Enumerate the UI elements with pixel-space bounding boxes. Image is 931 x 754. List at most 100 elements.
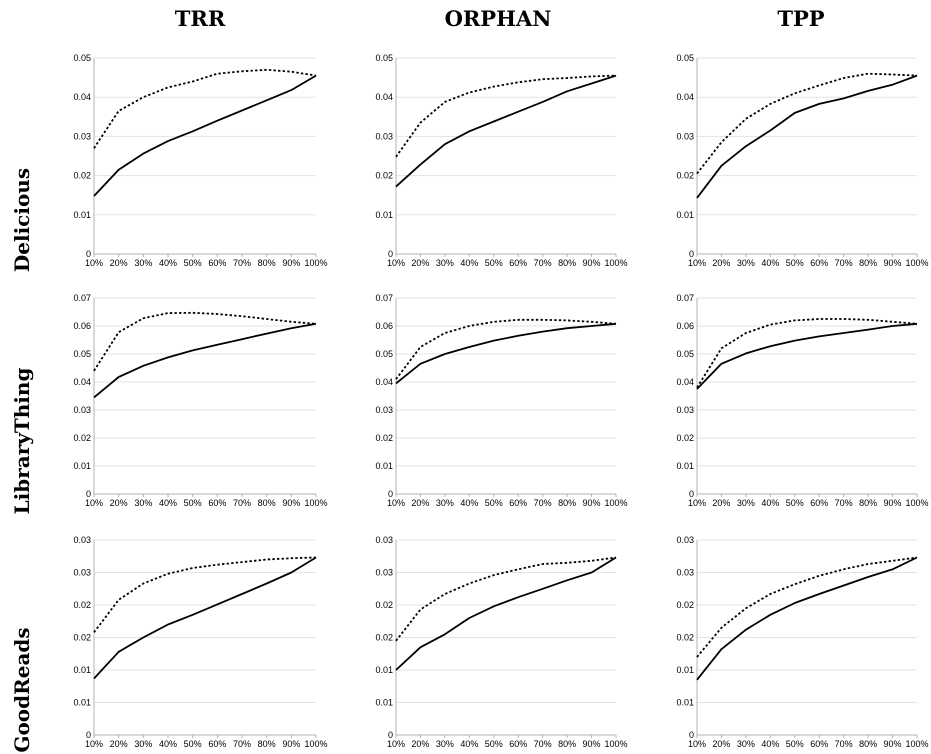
y-tick-label-delicious-orphan-4: 0.04 xyxy=(375,92,393,102)
x-tick-label-librarything-trr-6: 70% xyxy=(233,498,251,508)
x-tick-label-goodreads-trr-5: 60% xyxy=(208,739,226,749)
x-tick-label-goodreads-tpp-9: 100% xyxy=(905,739,928,749)
x-tick-label-goodreads-orphan-7: 80% xyxy=(558,739,576,749)
y-tick-label-delicious-tpp-5: 0.05 xyxy=(676,53,694,63)
y-tick-label-goodreads-orphan-6: 0.03 xyxy=(375,535,393,545)
series-line-librarything-trr-solid xyxy=(93,322,317,399)
y-tick-label-goodreads-trr-4: 0.02 xyxy=(73,600,91,610)
y-tick-label-librarything-tpp-2: 0.02 xyxy=(676,433,694,443)
x-tick-label-delicious-trr-0: 10% xyxy=(85,258,103,268)
y-tick-label-goodreads-orphan-1: 0.01 xyxy=(375,698,393,708)
x-tick-label-librarything-tpp-8: 90% xyxy=(884,498,902,508)
x-tick-label-delicious-tpp-3: 40% xyxy=(761,258,779,268)
series-line-goodreads-orphan-dotted xyxy=(395,556,617,642)
y-tick-label-goodreads-orphan-3: 0.02 xyxy=(375,633,393,643)
series-line-librarything-orphan-dotted xyxy=(395,318,617,380)
x-tick-label-delicious-orphan-1: 20% xyxy=(411,258,429,268)
x-tick-label-delicious-tpp-4: 50% xyxy=(786,258,804,268)
x-tick-label-delicious-tpp-0: 10% xyxy=(688,258,706,268)
y-tick-label-delicious-tpp-3: 0.03 xyxy=(676,131,694,141)
x-tick-label-librarything-orphan-1: 20% xyxy=(411,498,429,508)
x-tick-label-goodreads-trr-3: 40% xyxy=(159,739,177,749)
y-tick-label-librarything-orphan-4: 0.04 xyxy=(375,377,393,387)
column-title-orphan: ORPHAN xyxy=(445,6,552,31)
chart-panel-delicious-trr: 0 0.01 0.02 0.03 0.04 0.05 10% 20% 30% 40% 50% 60% 7… xyxy=(73,53,327,268)
y-tick-label-librarything-tpp-7: 0.07 xyxy=(676,293,694,303)
x-tick-label-goodreads-orphan-2: 30% xyxy=(436,739,454,749)
chart-panel-goodreads-tpp: 0 0.01 0.01 0.02 0.02 0.03 0.03 10% 20% 30% 40% 50%… xyxy=(676,535,928,749)
y-tick-label-goodreads-trr-1: 0.01 xyxy=(73,698,91,708)
x-tick-label-delicious-orphan-8: 90% xyxy=(583,258,601,268)
x-tick-label-delicious-orphan-7: 80% xyxy=(558,258,576,268)
x-tick-label-goodreads-trr-0: 10% xyxy=(85,739,103,749)
y-tick-label-goodreads-trr-0: 0 xyxy=(86,730,91,740)
chart-panel-goodreads-trr: 0 0.01 0.01 0.02 0.02 0.03 0.03 10% 20% 30% 40% 50%… xyxy=(73,535,327,749)
y-tick-label-goodreads-tpp-5: 0.03 xyxy=(676,568,694,578)
chart-panel-delicious-tpp: 0 0.01 0.02 0.03 0.04 0.05 10% 20% 30% 40% 50% 60% 7… xyxy=(676,53,928,268)
x-tick-label-delicious-orphan-9: 100% xyxy=(604,258,627,268)
x-tick-label-librarything-tpp-1: 20% xyxy=(712,498,730,508)
y-tick-label-goodreads-trr-3: 0.02 xyxy=(73,633,91,643)
x-tick-label-delicious-trr-7: 80% xyxy=(258,258,276,268)
x-tick-label-delicious-trr-5: 60% xyxy=(208,258,226,268)
x-tick-label-librarything-trr-3: 40% xyxy=(159,498,177,508)
series-line-goodreads-orphan-solid xyxy=(395,556,617,671)
series-line-delicious-trr-dotted xyxy=(93,68,317,149)
y-tick-label-goodreads-tpp-6: 0.03 xyxy=(676,535,694,545)
y-tick-label-librarything-orphan-7: 0.07 xyxy=(375,293,393,303)
x-tick-label-librarything-trr-7: 80% xyxy=(258,498,276,508)
x-tick-label-librarything-orphan-7: 80% xyxy=(558,498,576,508)
x-tick-label-librarything-trr-4: 50% xyxy=(184,498,202,508)
x-tick-label-librarything-tpp-3: 40% xyxy=(761,498,779,508)
chart-panel-librarything-orphan: 0 0.01 0.02 0.03 0.04 0.05 0.06 0.07 10% 20% 30% 40… xyxy=(375,293,627,508)
y-tick-label-goodreads-orphan-4: 0.02 xyxy=(375,600,393,610)
x-tick-label-delicious-trr-1: 20% xyxy=(110,258,128,268)
x-tick-label-delicious-tpp-9: 100% xyxy=(905,258,928,268)
y-tick-label-delicious-tpp-2: 0.02 xyxy=(676,171,694,181)
x-tick-label-delicious-orphan-6: 70% xyxy=(534,258,552,268)
x-tick-label-delicious-tpp-7: 80% xyxy=(859,258,877,268)
y-tick-label-delicious-trr-5: 0.05 xyxy=(73,53,91,63)
x-tick-label-goodreads-orphan-5: 60% xyxy=(509,739,527,749)
x-tick-label-goodreads-orphan-9: 100% xyxy=(604,739,627,749)
x-tick-label-librarything-orphan-9: 100% xyxy=(604,498,627,508)
x-tick-label-goodreads-trr-2: 30% xyxy=(134,739,152,749)
y-tick-label-goodreads-orphan-0: 0 xyxy=(388,730,393,740)
y-tick-label-goodreads-tpp-1: 0.01 xyxy=(676,698,694,708)
x-tick-label-delicious-trr-2: 30% xyxy=(134,258,152,268)
x-tick-label-delicious-orphan-5: 60% xyxy=(509,258,527,268)
row-title-delicious: Delicious xyxy=(10,168,34,272)
x-tick-label-librarything-tpp-2: 30% xyxy=(737,498,755,508)
x-tick-label-librarything-orphan-8: 90% xyxy=(583,498,601,508)
x-tick-label-delicious-tpp-2: 30% xyxy=(737,258,755,268)
y-tick-label-delicious-orphan-5: 0.05 xyxy=(375,53,393,63)
column-title-tpp: TPP xyxy=(777,6,824,31)
y-tick-label-librarything-trr-5: 0.05 xyxy=(73,349,91,359)
y-tick-label-librarything-trr-4: 0.04 xyxy=(73,377,91,387)
x-tick-label-delicious-trr-6: 70% xyxy=(233,258,251,268)
x-tick-label-goodreads-tpp-3: 40% xyxy=(761,739,779,749)
x-tick-label-librarything-tpp-4: 50% xyxy=(786,498,804,508)
y-tick-label-librarything-orphan-3: 0.03 xyxy=(375,405,393,415)
series-line-goodreads-tpp-solid xyxy=(696,556,918,681)
y-tick-label-goodreads-orphan-2: 0.01 xyxy=(375,665,393,675)
x-tick-label-librarything-tpp-6: 70% xyxy=(835,498,853,508)
series-line-librarything-tpp-dotted xyxy=(696,318,918,389)
x-tick-label-librarything-tpp-7: 80% xyxy=(859,498,877,508)
x-tick-label-delicious-trr-3: 40% xyxy=(159,258,177,268)
x-tick-label-goodreads-tpp-8: 90% xyxy=(884,739,902,749)
x-tick-label-delicious-trr-4: 50% xyxy=(184,258,202,268)
x-tick-label-delicious-tpp-8: 90% xyxy=(884,258,902,268)
y-tick-label-delicious-trr-4: 0.04 xyxy=(73,92,91,102)
series-line-delicious-tpp-dotted xyxy=(696,72,918,175)
x-tick-label-goodreads-orphan-4: 50% xyxy=(485,739,503,749)
x-tick-label-librarything-orphan-4: 50% xyxy=(485,498,503,508)
x-tick-label-goodreads-trr-6: 70% xyxy=(233,739,251,749)
y-tick-label-librarything-trr-3: 0.03 xyxy=(73,405,91,415)
x-tick-label-goodreads-tpp-0: 10% xyxy=(688,739,706,749)
series-line-goodreads-trr-solid xyxy=(93,556,317,680)
x-tick-label-librarything-trr-1: 20% xyxy=(110,498,128,508)
x-tick-label-goodreads-tpp-1: 20% xyxy=(712,739,730,749)
x-tick-label-delicious-trr-9: 100% xyxy=(304,258,327,268)
x-tick-label-goodreads-trr-4: 50% xyxy=(184,739,202,749)
